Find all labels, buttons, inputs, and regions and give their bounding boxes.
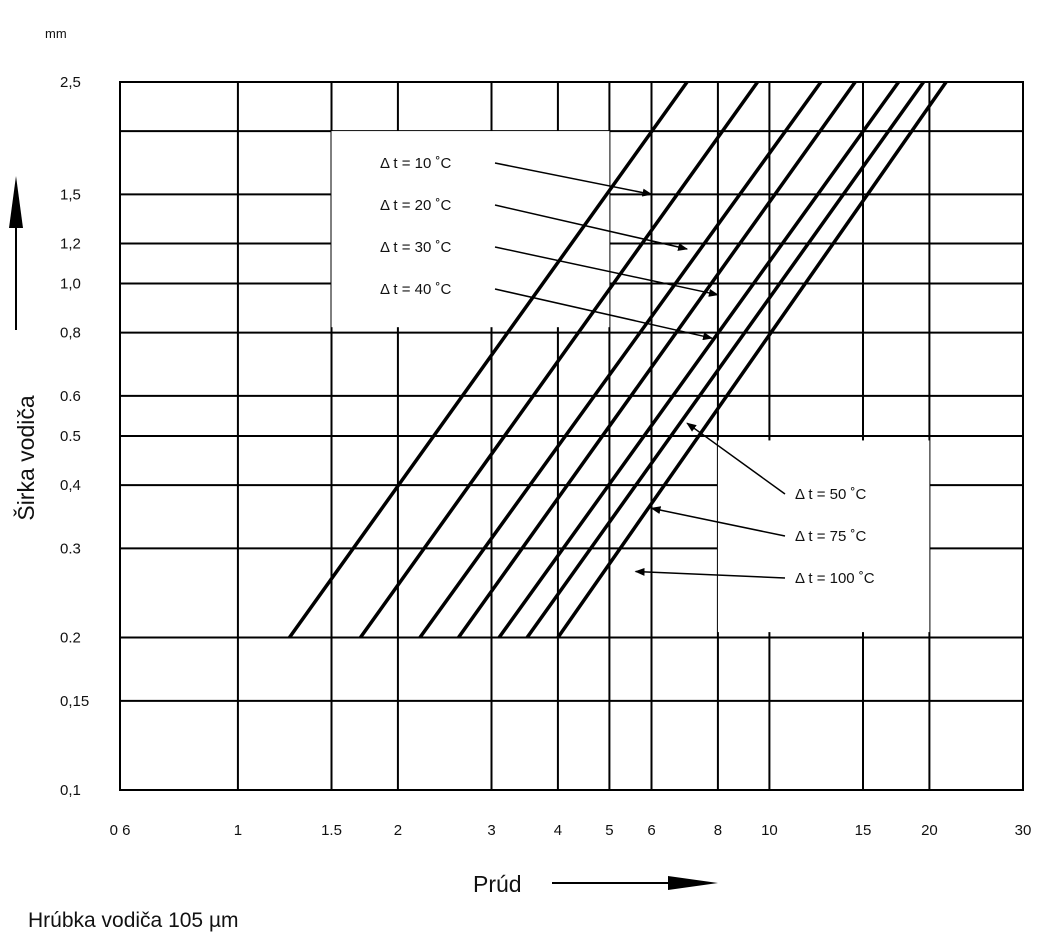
y-tick-label: 1,5 [60,186,81,203]
x-tick-label: 6 [647,822,655,839]
y-tick-label: 0,15 [60,693,89,710]
x-tick-label: 5 [605,822,613,839]
x-tick-label: 2 [394,822,402,839]
label-masks [331,131,930,633]
footer-note: Hrúbka vodiča 105 µm [28,909,239,932]
series-line-5 [497,80,901,639]
annotation-label: Δ t = 100 ˚C [795,570,875,587]
annotation-arrow [494,162,653,197]
label-mask [331,131,610,328]
y-axis-title: Širka vodiča [12,395,39,520]
annotation-label: Δ t = 10 ˚C [380,155,451,172]
y-tick-label: 0,4 [60,477,81,494]
annotation-group: Δ t = 10 ˚C Δ t = 20 ˚C Δ t = 30 ˚C Δ t = 4… [380,155,875,587]
annotation-arrow [686,422,786,495]
y-tick-label: 2,5 [60,74,81,91]
x-tick-label: 10 [761,822,778,839]
y-tick-label: 0.3 [60,540,81,557]
y-axis-arrow-icon [9,176,23,330]
y-tick-label: 1,2 [60,235,81,252]
y-tick-label: 0,1 [60,782,81,799]
annotation-arrow [494,246,719,297]
x-tick-label: 30 [1015,822,1032,839]
x-tick-label: 20 [921,822,938,839]
annotation-label: Δ t = 40 ˚C [380,281,451,298]
series-line-4 [457,80,857,639]
series-line-7 [556,80,948,639]
annotation-arrow [634,567,786,579]
x-tick-labels: 0 6 1 1.5 2 3 4 5 6 8 10 15 20 30 [110,822,1032,839]
annotation-arrow [494,204,689,251]
series-line-3 [418,80,823,639]
series-line-6 [525,80,925,639]
x-tick-label: 15 [855,822,872,839]
plot-frame [119,81,1024,791]
annotation-arrow [650,506,786,537]
y-tick-label: 1,0 [60,276,81,293]
series-line-2 [358,80,759,639]
y-tick-label: 0.5 [60,428,81,445]
annotation-label: Δ t = 75 ˚C [795,528,866,545]
y-unit-label: mm [45,26,67,41]
y-tick-labels: 2,5 1,5 1,2 1,0 0,8 0.6 0.5 0,4 0.3 0.2 0,15 0,1 [60,74,89,799]
x-tick-label: 0 6 [110,822,131,839]
series-group [287,80,948,639]
x-tick-label: 1 [234,822,242,839]
x-axis-arrow-icon [552,876,718,890]
y-tick-label: 0.2 [60,630,81,647]
annotation-arrow [494,288,714,341]
x-tick-label: 1.5 [321,822,342,839]
label-mask [717,440,930,633]
annotation-label: Δ t = 50 ˚C [795,486,866,503]
annotation-label: Δ t = 30 ˚C [380,239,451,256]
annotation-label: Δ t = 20 ˚C [380,197,451,214]
x-axis-title: Prúd [473,871,522,897]
x-tick-label: 4 [554,822,562,839]
x-tick-label: 3 [487,822,495,839]
y-tick-label: 0.6 [60,388,81,405]
x-tick-label: 8 [714,822,722,839]
series-line-1 [287,80,689,639]
y-tick-label: 0,8 [60,325,81,342]
